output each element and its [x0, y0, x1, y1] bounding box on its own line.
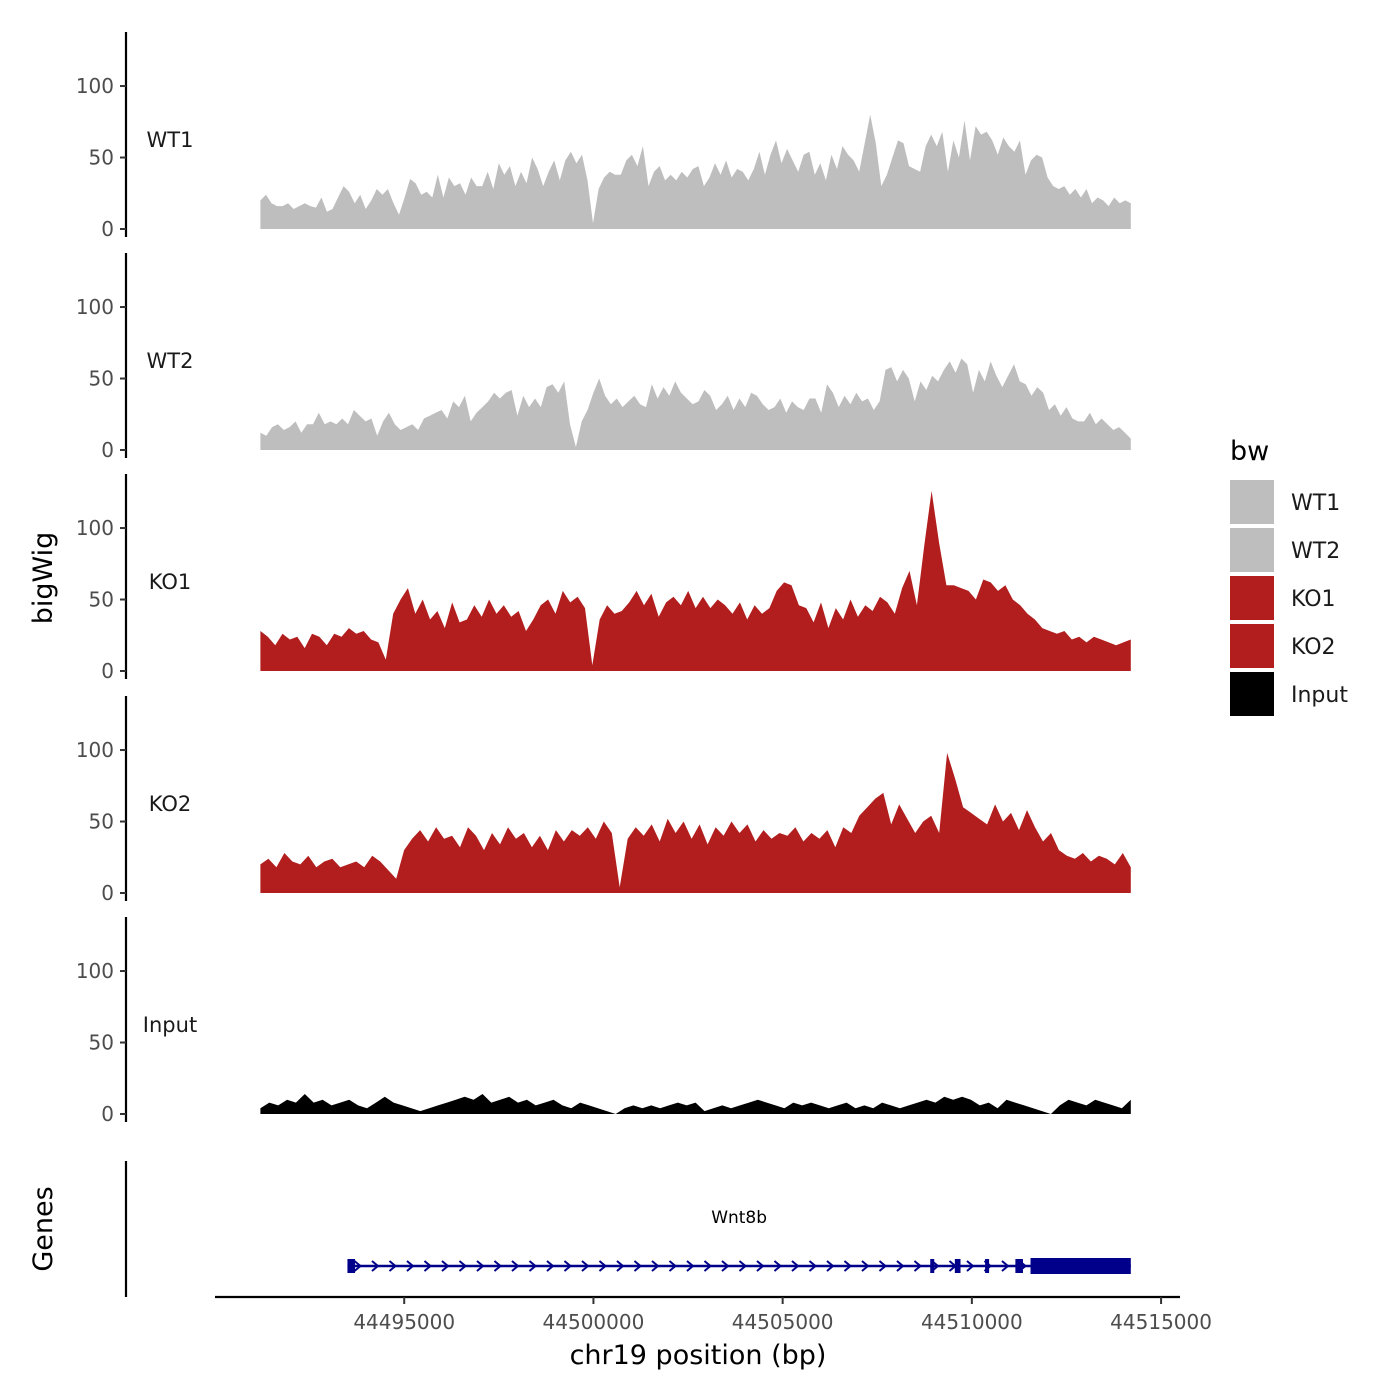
gene-exon — [954, 1259, 961, 1273]
track-label-ko2: KO2 — [149, 792, 192, 816]
gene-exon — [1015, 1259, 1023, 1273]
legend: bw WT1 WT2 KO1 KO2 Input — [1230, 436, 1348, 716]
track-label-wt2: WT2 — [147, 349, 194, 373]
gene-panel-title: Genes — [28, 1186, 59, 1271]
x-tick-label: 44505000 — [732, 1310, 834, 1334]
strand-arrow — [843, 1260, 853, 1272]
y-axis-title: bigWig — [28, 532, 59, 625]
strand-arrow — [616, 1260, 625, 1272]
legend-key-input — [1230, 672, 1274, 716]
strand-arrow — [458, 1260, 468, 1272]
x-tick-label: 44510000 — [921, 1310, 1023, 1334]
track-panel-wt2: 0 50 100 WT2 — [76, 253, 1131, 462]
strand-arrow — [388, 1260, 398, 1272]
legend-key-ko1 — [1230, 576, 1274, 620]
strand-arrow — [826, 1260, 835, 1272]
strand-arrow — [686, 1260, 695, 1272]
strand-arrow — [633, 1260, 643, 1272]
coverage-area-ko2 — [260, 752, 1131, 893]
y-tick-label: 100 — [76, 959, 114, 983]
track-panel-wt1: 0 50 100 WT1 — [76, 32, 1131, 241]
strand-arrow — [896, 1260, 905, 1272]
x-tick-label: 44495000 — [353, 1310, 455, 1334]
strand-arrow — [651, 1260, 660, 1272]
gene-exon — [347, 1259, 356, 1273]
track-panel-ko2: 0 50 100 KO2 — [76, 696, 1131, 905]
y-tick-label: 50 — [89, 146, 114, 170]
y-tick-label: 50 — [89, 588, 114, 612]
legend-label-ko1: KO1 — [1291, 587, 1336, 612]
strand-arrow — [581, 1260, 590, 1272]
gene-exon — [930, 1259, 935, 1273]
x-tick-label: 44500000 — [543, 1310, 645, 1334]
y-tick-label: 50 — [89, 1031, 114, 1055]
coverage-area-input — [260, 1094, 1131, 1114]
gene-exon — [985, 1259, 990, 1273]
strand-arrow — [756, 1260, 765, 1272]
x-tick-label: 44515000 — [1110, 1310, 1212, 1334]
gene-wnt8b: Wnt8b — [347, 1208, 1131, 1274]
legend-key-ko2 — [1230, 624, 1274, 668]
strand-arrow — [406, 1260, 415, 1272]
y-tick-label: 50 — [89, 367, 114, 391]
strand-arrow — [511, 1260, 520, 1272]
strand-arrow — [703, 1260, 713, 1272]
y-tick-label: 50 — [89, 810, 114, 834]
strand-arrow — [808, 1260, 818, 1272]
track-panels: 0 50 100 WT1 0 50 100 WT2 0 50 100 KO1 0 50 100 KO2 0 50 1… — [76, 32, 1131, 1126]
strand-arrow — [441, 1260, 450, 1272]
track-label-ko1: KO1 — [149, 570, 192, 594]
y-tick-label: 100 — [76, 295, 114, 319]
gene-label: Wnt8b — [711, 1208, 767, 1228]
legend-label-wt2: WT2 — [1291, 539, 1340, 564]
legend-key-wt2 — [1230, 528, 1274, 572]
strand-arrow — [476, 1260, 485, 1272]
strand-arrow — [598, 1260, 608, 1272]
strand-arrow — [878, 1260, 888, 1272]
x-axis-title: chr19 position (bp) — [570, 1340, 827, 1371]
strand-arrow — [563, 1260, 573, 1272]
strand-arrow — [773, 1260, 783, 1272]
y-tick-label: 100 — [76, 738, 114, 762]
track-panel-input: 0 50 100 Input — [76, 917, 1131, 1126]
strand-arrow — [913, 1260, 923, 1272]
y-tick-label: 0 — [101, 1102, 114, 1126]
strand-arrow — [528, 1260, 538, 1272]
track-panel-ko1: 0 50 100 KO1 — [76, 474, 1131, 683]
strand-arrow — [546, 1260, 555, 1272]
y-tick-label: 0 — [101, 438, 114, 462]
gene-exon — [1030, 1258, 1131, 1274]
strand-arrow — [371, 1260, 380, 1272]
strand-arrow — [738, 1260, 748, 1272]
legend-key-wt1 — [1230, 480, 1274, 524]
legend-title: bw — [1230, 436, 1269, 467]
track-label-wt1: WT1 — [147, 128, 194, 152]
legend-label-wt1: WT1 — [1291, 491, 1340, 516]
strand-arrow — [791, 1260, 800, 1272]
coverage-area-ko1 — [260, 490, 1131, 671]
strand-arrow — [353, 1260, 363, 1272]
strand-arrow — [493, 1260, 503, 1272]
y-tick-label: 100 — [76, 516, 114, 540]
legend-label-input: Input — [1291, 683, 1348, 708]
strand-arrow — [1001, 1260, 1010, 1272]
x-axis: 44495000 44500000 44505000 44510000 44515000 — [215, 1295, 1212, 1334]
gene-panel: Wnt8b — [124, 1161, 1131, 1297]
coverage-area-wt2 — [260, 358, 1131, 450]
y-tick-label: 100 — [76, 74, 114, 98]
strand-arrow — [668, 1260, 678, 1272]
y-tick-label: 0 — [101, 659, 114, 683]
strand-arrow — [861, 1260, 870, 1272]
track-label-input: Input — [143, 1013, 197, 1037]
strand-arrow — [966, 1260, 975, 1272]
coverage-area-wt1 — [260, 114, 1131, 229]
y-tick-label: 0 — [101, 881, 114, 905]
legend-label-ko2: KO2 — [1291, 635, 1336, 660]
y-tick-label: 0 — [101, 217, 114, 241]
strand-arrow — [721, 1260, 730, 1272]
strand-arrow — [423, 1260, 433, 1272]
